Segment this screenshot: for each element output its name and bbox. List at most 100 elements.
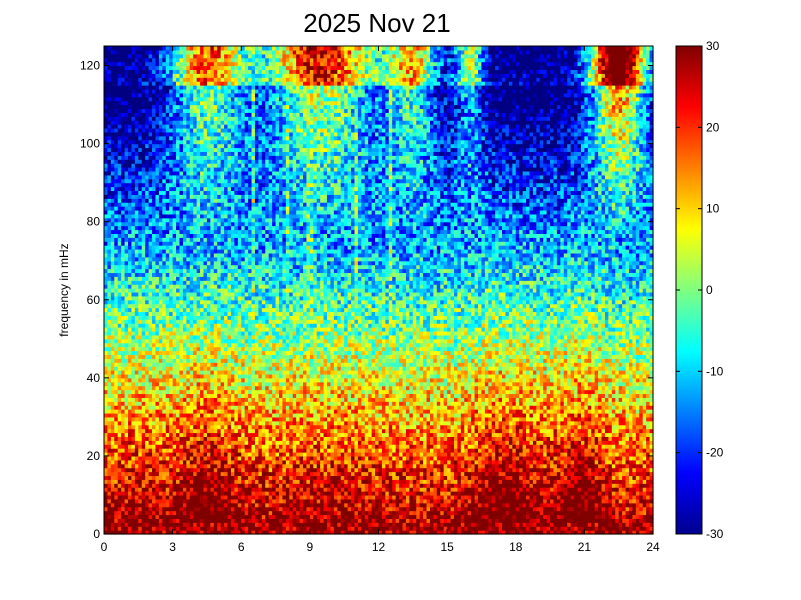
heatmap-cell bbox=[196, 291, 201, 297]
heatmap-cell bbox=[128, 455, 133, 461]
heatmap-cell bbox=[200, 143, 205, 149]
heatmap-cell bbox=[121, 264, 126, 270]
heatmap-cell bbox=[196, 295, 201, 301]
heatmap-cell bbox=[196, 268, 201, 274]
heatmap-cell bbox=[131, 491, 136, 496]
heatmap-cell bbox=[169, 354, 174, 359]
heatmap-cell bbox=[206, 436, 211, 441]
heatmap-cell bbox=[169, 85, 174, 90]
heatmap-cell bbox=[220, 498, 225, 504]
heatmap-cell bbox=[124, 397, 129, 402]
heatmap-cell bbox=[145, 342, 150, 348]
heatmap-cell bbox=[117, 49, 122, 55]
heatmap-cell bbox=[179, 163, 184, 168]
heatmap-cell bbox=[230, 401, 235, 406]
heatmap-cell bbox=[217, 65, 222, 71]
heatmap-cell bbox=[210, 412, 215, 418]
heatmap-cell bbox=[196, 506, 201, 512]
heatmap-cell bbox=[230, 178, 235, 184]
heatmap-cell bbox=[110, 190, 115, 195]
heatmap-cell bbox=[186, 46, 191, 51]
heatmap-cell bbox=[220, 366, 225, 371]
heatmap-cell bbox=[134, 467, 139, 473]
heatmap-cell bbox=[227, 526, 232, 531]
heatmap-cell bbox=[224, 475, 229, 480]
heatmap-cell bbox=[186, 295, 191, 301]
heatmap-cell bbox=[114, 256, 119, 262]
heatmap-cell bbox=[189, 479, 194, 484]
heatmap-cell bbox=[213, 229, 218, 234]
heatmap-cell bbox=[210, 276, 215, 281]
heatmap-cell bbox=[176, 163, 181, 168]
heatmap-cell bbox=[224, 288, 229, 293]
heatmap-cell bbox=[203, 475, 208, 480]
heatmap-cell bbox=[124, 491, 129, 496]
heatmap-cell bbox=[230, 299, 235, 305]
heatmap-cell bbox=[206, 202, 211, 207]
heatmap-cell bbox=[230, 483, 235, 488]
heatmap-cell bbox=[200, 202, 205, 207]
heatmap-cell bbox=[176, 475, 181, 480]
heatmap-cell bbox=[114, 350, 119, 356]
heatmap-cell bbox=[182, 61, 187, 67]
heatmap-cell bbox=[230, 479, 235, 484]
heatmap-cell bbox=[158, 209, 163, 215]
heatmap-cell bbox=[134, 436, 139, 441]
heatmap-cell bbox=[121, 206, 126, 211]
heatmap-cell bbox=[165, 241, 170, 246]
heatmap-cell bbox=[220, 88, 225, 94]
heatmap-cell bbox=[206, 284, 211, 289]
heatmap-cell bbox=[189, 491, 194, 496]
heatmap-cell bbox=[230, 381, 235, 387]
heatmap-cell bbox=[176, 104, 181, 110]
heatmap-cell bbox=[189, 416, 194, 422]
heatmap-cell bbox=[203, 330, 208, 336]
heatmap-cell bbox=[217, 498, 222, 504]
heatmap-cell bbox=[179, 202, 184, 207]
heatmap-cell bbox=[121, 471, 126, 477]
heatmap-cell bbox=[176, 198, 181, 203]
heatmap-cell bbox=[213, 88, 218, 94]
heatmap-cell bbox=[224, 124, 229, 129]
heatmap-cell bbox=[110, 124, 115, 129]
heatmap-cell bbox=[176, 284, 181, 289]
heatmap-cell bbox=[182, 159, 187, 164]
heatmap-cell bbox=[206, 77, 211, 82]
heatmap-cell bbox=[193, 498, 198, 504]
heatmap-cell bbox=[104, 295, 109, 301]
heatmap-cell bbox=[121, 96, 126, 102]
heatmap-cell bbox=[110, 202, 115, 207]
heatmap-cell bbox=[224, 131, 229, 137]
heatmap-cell bbox=[234, 233, 239, 238]
heatmap-cell bbox=[152, 104, 157, 110]
heatmap-cell bbox=[128, 514, 133, 519]
heatmap-cell bbox=[145, 409, 150, 414]
heatmap-cell bbox=[155, 194, 160, 199]
heatmap-cell bbox=[176, 502, 181, 508]
heatmap-cell bbox=[200, 467, 205, 473]
heatmap-cell bbox=[220, 198, 225, 203]
heatmap-cell bbox=[227, 100, 232, 106]
heatmap-cell bbox=[213, 53, 218, 59]
heatmap-cell bbox=[220, 194, 225, 199]
heatmap-cell bbox=[213, 381, 218, 387]
heatmap-cell bbox=[169, 241, 174, 246]
heatmap-cell bbox=[162, 327, 167, 332]
heatmap-cell bbox=[213, 416, 218, 422]
heatmap-cell bbox=[155, 112, 160, 117]
heatmap-cell bbox=[158, 252, 163, 258]
heatmap-cell bbox=[169, 194, 174, 199]
heatmap-cell bbox=[213, 471, 218, 477]
heatmap-cell bbox=[227, 354, 232, 359]
heatmap-cell bbox=[138, 120, 143, 125]
heatmap-cell bbox=[117, 463, 122, 469]
heatmap-cell bbox=[104, 307, 109, 313]
heatmap-cell bbox=[210, 143, 215, 149]
heatmap-cell bbox=[193, 393, 198, 398]
heatmap-cell bbox=[200, 237, 205, 242]
heatmap-cell bbox=[121, 393, 126, 398]
heatmap-cell bbox=[148, 194, 153, 199]
heatmap-cell bbox=[128, 61, 133, 67]
heatmap-cell bbox=[158, 295, 163, 301]
heatmap-cell bbox=[158, 303, 163, 309]
